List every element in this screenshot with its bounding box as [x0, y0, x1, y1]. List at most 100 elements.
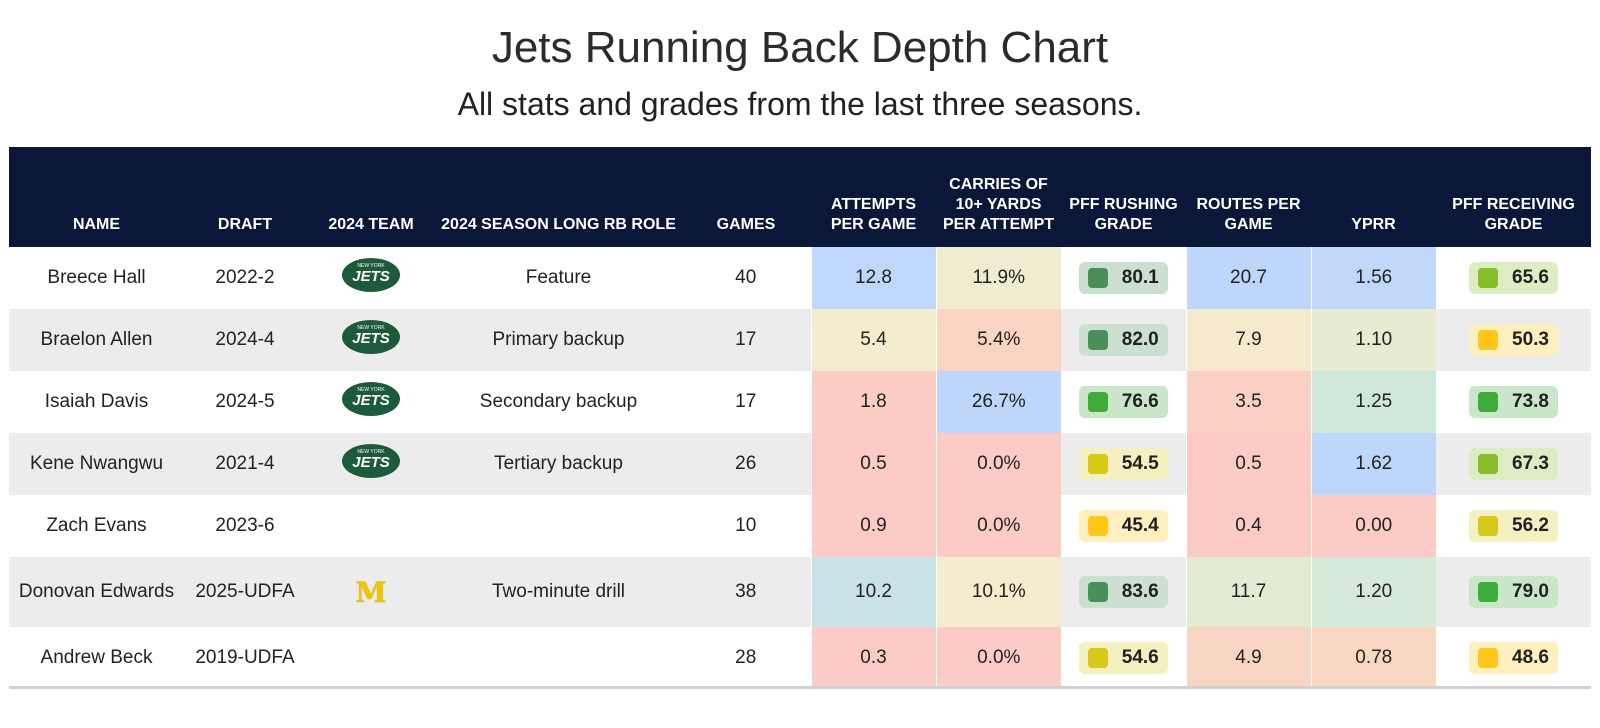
depth-chart-table: NAME DRAFT 2024 TEAM 2024 SEASON LONG RB… — [9, 147, 1591, 689]
svg-text:NEW YORK: NEW YORK — [357, 449, 385, 455]
grade-color-square — [1087, 648, 1108, 668]
draft-cell: 2023-6 — [215, 515, 275, 536]
games-cell: 17 — [735, 391, 757, 412]
receiving-grade-cell: 50.3 — [1436, 309, 1591, 371]
yprr-cell: 1.20 — [1310, 557, 1436, 627]
role-cell: Tertiary backup — [436, 433, 681, 495]
rushing-grade-cell-badge: 80.1 — [1078, 262, 1168, 294]
attempts-cell: 1.8 — [810, 371, 936, 433]
attempts-cell: 5.4 — [810, 309, 936, 371]
col-header-carries-10plus: CARRIES OF 10+ YARDS PER ATTEMPT — [936, 147, 1061, 247]
attempts-cell: 10.2 — [810, 557, 936, 627]
draft-cell: 2022-2 — [215, 267, 275, 288]
receiving-grade-cell-badge: 48.6 — [1469, 642, 1558, 674]
rushing-grade-cell-badge: 76.6 — [1078, 386, 1168, 418]
michigan-logo-icon: M — [355, 575, 387, 609]
rushing-grade-cell: 76.6 — [1061, 371, 1186, 433]
rushing-grade-cell: 45.4 — [1061, 495, 1186, 557]
team-cell: NEW YORK JETS — [306, 247, 436, 309]
svg-text:JETS: JETS — [352, 392, 390, 409]
receiving-grade-cell-badge: 73.8 — [1469, 386, 1558, 418]
col-header-receiving-grade: PFF RECEIVING GRADE — [1436, 147, 1591, 247]
col-header-games: GAMES — [681, 147, 811, 247]
rushing-grade-cell: 82.0 — [1061, 309, 1186, 371]
role-cell: Secondary backup — [479, 391, 638, 412]
rushing-grade-cell: 54.6 — [1061, 627, 1186, 689]
table-row: Andrew Beck 2019-UDFA 28 0.3 0.0% 54.6 4.9 0.78… — [9, 627, 1591, 689]
receiving-grade-cell-badge: 56.2 — [1469, 510, 1558, 542]
rushing-grade-cell: 83.6 — [1061, 557, 1186, 627]
player-name: Zach Evans — [46, 515, 147, 536]
grade-color-square — [1087, 454, 1108, 474]
grade-value: 67.3 — [1512, 453, 1549, 474]
table-row: Zach Evans 2023-6 10 0.9 0.0% 45.4 0.4 0.00 56.2 — [9, 495, 1591, 557]
yprr-cell: 1.56 — [1310, 247, 1436, 309]
attempts-cell: 12.8 — [810, 247, 936, 309]
table-bottom-border — [9, 686, 1591, 689]
col-header-yprr: YPRR — [1311, 147, 1436, 247]
team-cell — [306, 495, 436, 557]
svg-text:JETS: JETS — [352, 454, 390, 471]
svg-text:NEW YORK: NEW YORK — [357, 325, 385, 331]
rushing-grade-cell-badge: 54.5 — [1078, 448, 1168, 480]
grade-value: 65.6 — [1512, 267, 1549, 288]
grade-value: 83.6 — [1121, 581, 1159, 602]
yprr-cell: 0.78 — [1310, 627, 1436, 689]
grade-value: 50.3 — [1512, 329, 1549, 350]
svg-text:NEW YORK: NEW YORK — [357, 387, 385, 393]
carries-10plus-cell: 0.0% — [935, 495, 1061, 557]
grade-value: 82.0 — [1121, 329, 1159, 350]
routes-cell: 0.5 — [1185, 433, 1311, 495]
grade-color-square — [1478, 516, 1498, 536]
carries-10plus-cell: 0.0% — [935, 433, 1061, 495]
col-header-rushing-grade: PFF RUSHING GRADE — [1061, 147, 1186, 247]
grade-color-square — [1087, 330, 1108, 350]
receiving-grade-cell: 73.8 — [1436, 371, 1591, 433]
grade-color-square — [1478, 268, 1498, 288]
yprr-cell: 1.62 — [1310, 433, 1436, 495]
team-cell: NEW YORK JETS — [306, 433, 436, 495]
svg-text:NEW YORK: NEW YORK — [357, 263, 385, 269]
grade-value: 80.1 — [1121, 267, 1159, 288]
role-cell: Two-minute drill — [436, 557, 681, 627]
table-row: Breece Hall 2022-2 NEW YORK JETS Feature 40 12… — [9, 247, 1591, 309]
routes-cell: 7.9 — [1185, 309, 1311, 371]
routes-cell: 3.5 — [1185, 371, 1311, 433]
grade-value: 54.6 — [1121, 647, 1159, 668]
rushing-grade-cell-badge: 45.4 — [1078, 510, 1168, 542]
grade-value: 45.4 — [1121, 515, 1159, 536]
yprr-cell: 0.00 — [1310, 495, 1436, 557]
grade-color-square — [1478, 392, 1498, 412]
receiving-grade-cell-badge: 50.3 — [1469, 324, 1558, 356]
chart-title: Jets Running Back Depth Chart — [491, 23, 1109, 72]
table-row: Kene Nwangwu 2021-4 NEW YORK JETS Tertiary b… — [9, 433, 1591, 495]
chart-subtitle: All stats and grades from the last three… — [457, 86, 1143, 122]
routes-cell: 4.9 — [1185, 627, 1311, 689]
receiving-grade-cell: 67.3 — [1436, 433, 1591, 495]
player-name: Braelon Allen — [9, 309, 184, 371]
role-cell: Primary backup — [436, 309, 681, 371]
rushing-grade-cell-badge: 83.6 — [1078, 576, 1168, 608]
routes-cell: 0.4 — [1185, 495, 1311, 557]
grade-value: 48.6 — [1512, 647, 1549, 668]
games-cell: 38 — [681, 557, 811, 627]
games-cell: 10 — [735, 515, 757, 536]
games-cell: 17 — [681, 309, 811, 371]
grade-value: 54.5 — [1121, 453, 1159, 474]
carries-10plus-cell: 11.9% — [935, 247, 1061, 309]
player-name: Andrew Beck — [40, 647, 153, 668]
carries-10plus-cell: 5.4% — [935, 309, 1061, 371]
grade-value: 56.2 — [1512, 515, 1549, 536]
carries-10plus-cell: 26.7% — [935, 371, 1061, 433]
rushing-grade-cell-badge: 82.0 — [1078, 324, 1168, 356]
grade-color-square — [1087, 268, 1108, 288]
grade-value: 79.0 — [1512, 581, 1549, 602]
table-row: Isaiah Davis 2024-5 NEW YORK JETS Secondary … — [9, 371, 1591, 433]
col-header-name: NAME — [9, 147, 184, 247]
col-header-team: 2024 TEAM — [306, 147, 436, 247]
role-cell — [436, 495, 681, 557]
table-row: Donovan Edwards 2025-UDFA M Two-minute dril… — [9, 557, 1591, 627]
